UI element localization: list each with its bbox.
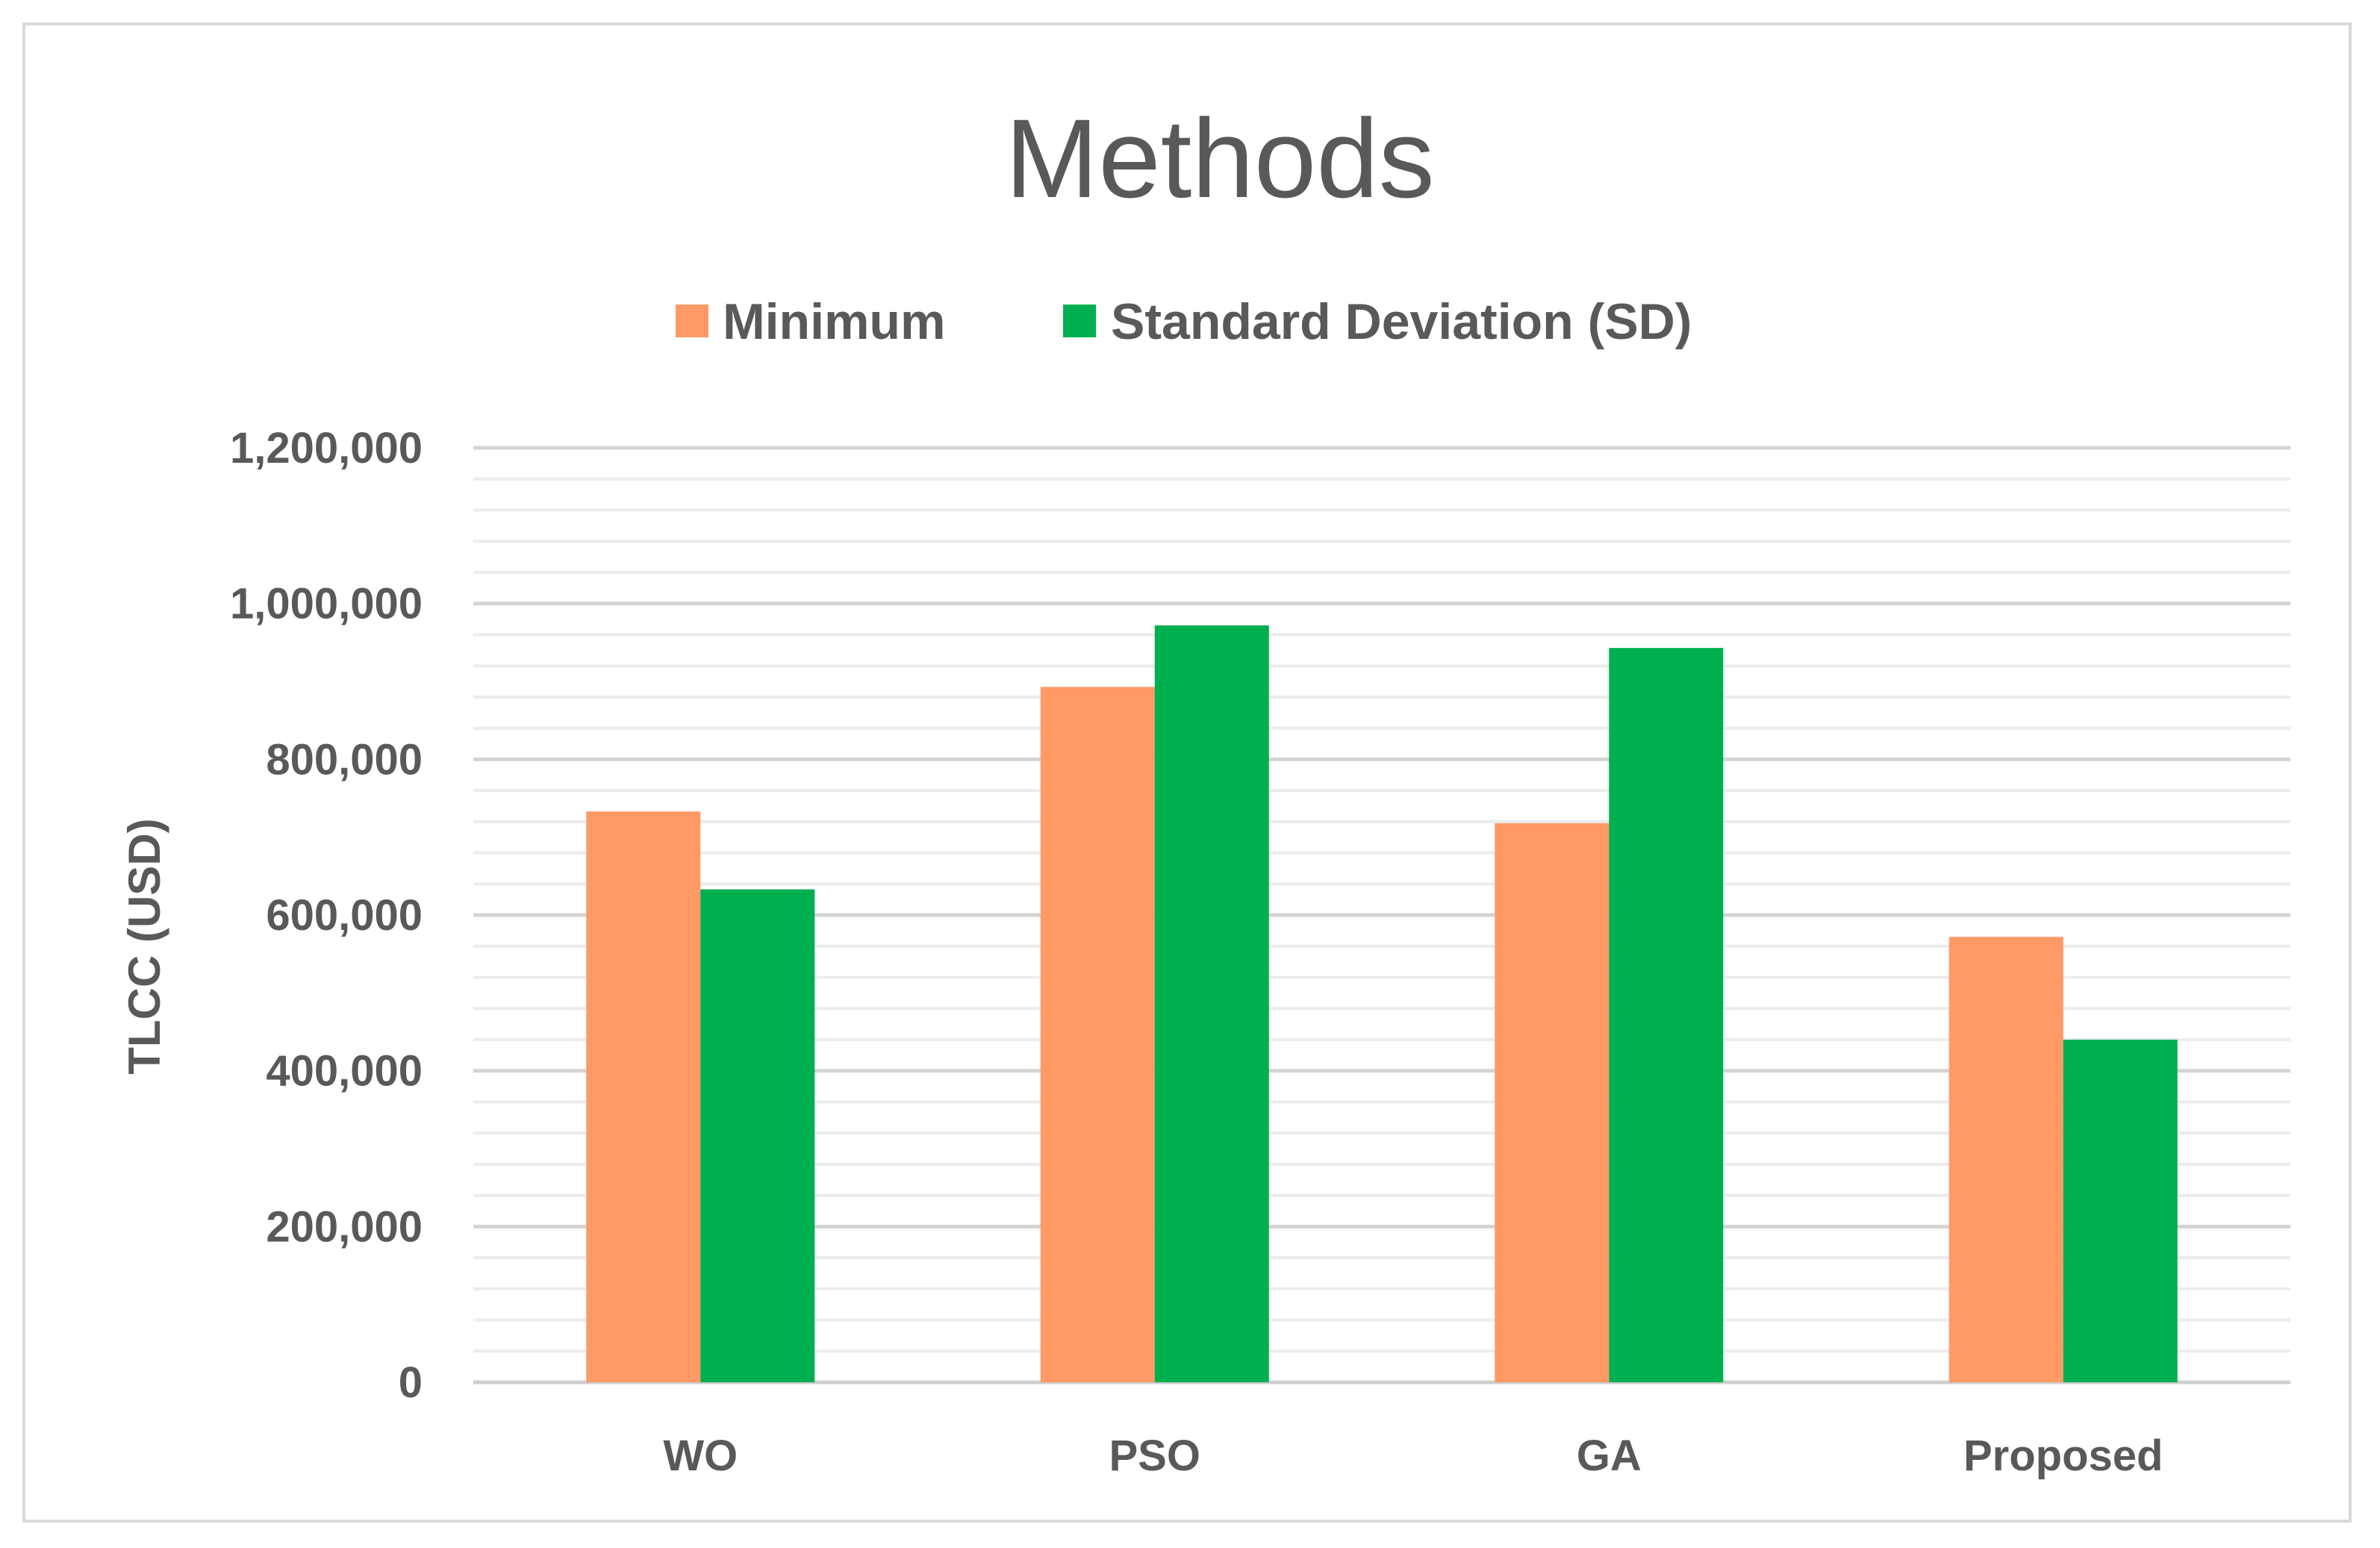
legend-label-minimum: Minimum bbox=[723, 293, 945, 350]
bars bbox=[586, 625, 2178, 1382]
bar-ga-minimum bbox=[1495, 823, 1610, 1382]
chart-title: Methods bbox=[1005, 96, 1434, 221]
x-tick-label: Proposed bbox=[1963, 1432, 2164, 1480]
bar-ga-sd bbox=[1609, 648, 1724, 1382]
y-axis-title: TLCC (USD) bbox=[119, 818, 169, 1074]
x-tick-label: PSO bbox=[1109, 1432, 1201, 1480]
bar-wo-sd bbox=[700, 889, 815, 1382]
bar-proposed-minimum bbox=[1948, 937, 2063, 1382]
y-tick-label: 800,000 bbox=[266, 735, 423, 784]
bar-proposed-sd bbox=[2063, 1039, 2178, 1382]
x-tick-label: WO bbox=[663, 1432, 738, 1480]
bar-pso-minimum bbox=[1040, 687, 1155, 1382]
legend: Minimum Standard Deviation (SD) bbox=[676, 293, 1692, 350]
x-axis-ticks: WO PSO GA Proposed bbox=[663, 1432, 2163, 1480]
y-tick-label: 200,000 bbox=[266, 1202, 423, 1251]
y-tick-label: 1,000,000 bbox=[230, 580, 423, 628]
legend-swatch-minimum bbox=[676, 305, 708, 337]
y-tick-label: 0 bbox=[399, 1358, 423, 1407]
y-tick-label: 400,000 bbox=[266, 1047, 423, 1096]
y-tick-label: 1,200,000 bbox=[230, 424, 423, 472]
legend-label-sd: Standard Deviation (SD) bbox=[1111, 293, 1692, 350]
x-tick-label: GA bbox=[1577, 1432, 1642, 1480]
bar-pso-sd bbox=[1154, 625, 1269, 1382]
y-axis-ticks: 0 200,000 400,000 600,000 800,000 1,000,000 1,… bbox=[230, 424, 423, 1407]
bar-wo-minimum bbox=[586, 811, 701, 1382]
y-tick-label: 600,000 bbox=[266, 891, 423, 940]
legend-swatch-sd bbox=[1063, 305, 1096, 337]
